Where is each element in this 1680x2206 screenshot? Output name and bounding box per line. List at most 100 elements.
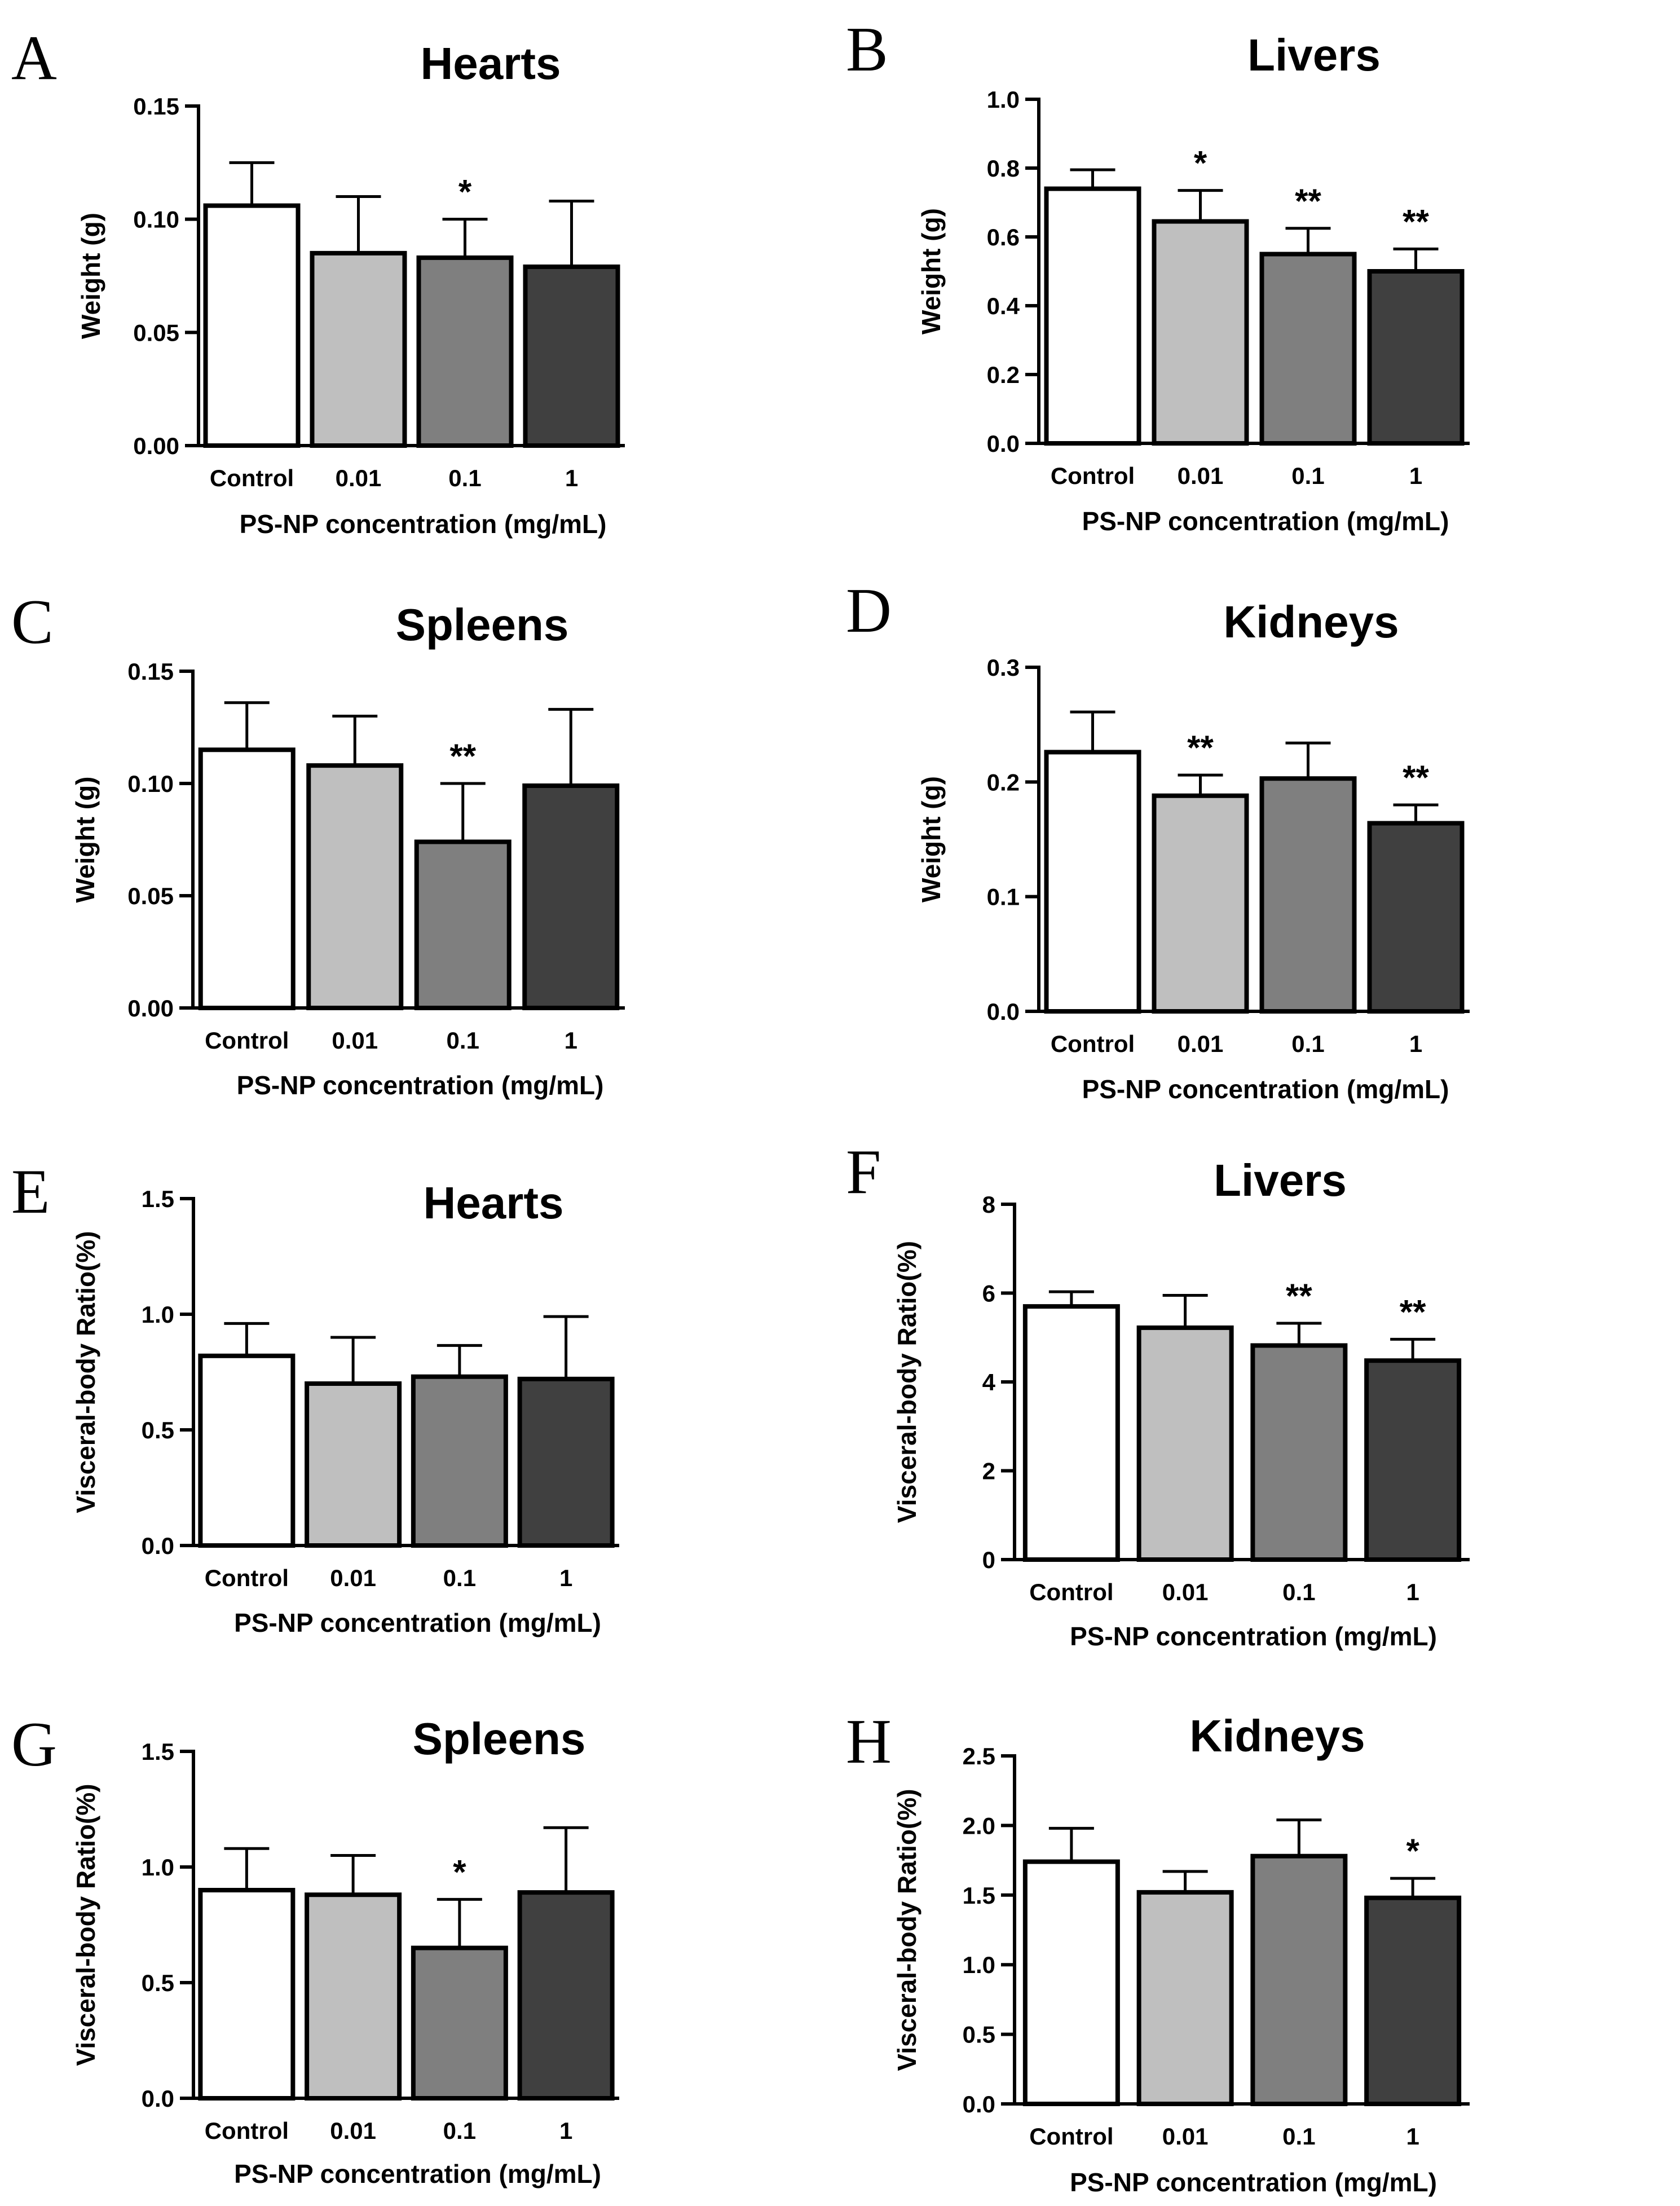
chart-title: Spleens (396, 600, 569, 650)
bar-0_1 (411, 1374, 508, 1548)
bar-0_01 (1152, 219, 1249, 446)
y-tick-label: 4 (982, 1369, 996, 1395)
y-tick-label: 0 (982, 1547, 995, 1573)
bar-0_1 (1259, 776, 1357, 1014)
panel-letter: C (11, 587, 54, 657)
y-tick-label: 0.0 (142, 2085, 174, 2112)
x-tick-label: Control (1029, 2123, 1113, 2150)
chart-panel-a: A Hearts 0.00 0.05 0.10 0.15 Weight (g) Control… (11, 23, 625, 539)
chart-title: Kidneys (1189, 1711, 1365, 1761)
significance-label: ** (1286, 1277, 1312, 1315)
bar-0_1 (1259, 252, 1357, 446)
bar-0_01 (1136, 1890, 1234, 2106)
chart-title: Kidneys (1223, 597, 1399, 647)
y-axis-label: Weight (g) (76, 213, 105, 339)
y-tick-label: 1.0 (987, 86, 1020, 113)
chart-panel-e: E Hearts 0.0 0.5 1.0 1.5 Visceral-body Ratio(%… (11, 1157, 619, 1637)
bar-control (198, 1888, 296, 2101)
y-tick-label: 0.00 (127, 995, 174, 1021)
bar-1 (1364, 1358, 1462, 1562)
bar-1 (517, 1890, 615, 2101)
bar-0_1 (411, 1945, 508, 2101)
x-tick-label: 0.1 (448, 465, 481, 491)
y-tick-label: 0.3 (987, 654, 1020, 681)
y-tick-label: 0.5 (142, 1417, 174, 1443)
x-tick-label: 1 (565, 465, 578, 491)
x-axis-label: PS-NP concentration (mg/mL) (1082, 507, 1449, 536)
y-tick-label: 0.15 (127, 658, 174, 685)
chart-panel-b: B Livers 0.0 0.2 0.4 0.6 0.8 1.0 Weight (g) Contr… (846, 15, 1470, 536)
y-tick-label: 1.5 (142, 1738, 174, 1765)
x-tick-label: 1 (1409, 463, 1422, 489)
panel-letter: F (846, 1137, 881, 1207)
bar-control (198, 747, 296, 1011)
panel-letter: D (846, 576, 892, 646)
y-tick-label: 0.0 (987, 430, 1020, 457)
x-axis-label: PS-NP concentration (mg/mL) (240, 509, 607, 539)
chart-panel-g: G Spleens 0.0 0.5 1.0 1.5 Visceral-body Ratio(… (11, 1710, 619, 2189)
bar-0_01 (305, 1381, 402, 1548)
y-tick-label: 0.2 (987, 362, 1020, 388)
x-tick-label: Control (205, 2117, 289, 2144)
x-tick-label: 0.01 (1162, 2123, 1209, 2150)
y-tick-label: 0.15 (133, 93, 179, 120)
y-axis-label: Weight (g) (916, 208, 946, 334)
bar-control (203, 203, 301, 448)
x-tick-label: Control (205, 1565, 289, 1591)
bar-0_01 (1136, 1325, 1234, 1562)
significance-label: ** (449, 737, 476, 775)
y-tick-label: 1.5 (142, 1186, 174, 1212)
y-tick-label: 1.0 (963, 1952, 995, 1978)
chart-panel-f: F Livers 0 2 4 6 8 Visceral-body Ratio(%) Contro… (846, 1137, 1470, 1651)
x-tick-label: 0.1 (1291, 1031, 1324, 1057)
x-tick-label: 0.01 (1162, 1579, 1209, 1605)
y-tick-label: 2.0 (963, 1812, 995, 1839)
significance-label: * (1406, 1832, 1419, 1870)
y-tick-label: 0.05 (133, 319, 179, 346)
significance-label: * (458, 173, 472, 211)
x-axis-label: PS-NP concentration (mg/mL) (237, 1071, 604, 1100)
y-axis-label: Visceral-body Ratio(%) (892, 1241, 921, 1523)
bar-0_01 (305, 1892, 402, 2101)
chart-title: Hearts (420, 38, 561, 89)
y-tick-label: 0.1 (987, 884, 1020, 910)
chart-title: Livers (1247, 30, 1381, 80)
y-tick-label: 6 (982, 1280, 995, 1307)
panel-letter: E (11, 1157, 50, 1227)
significance-label: ** (1400, 1293, 1426, 1331)
chart-title: Spleens (413, 1714, 586, 1764)
y-tick-label: 0.05 (127, 883, 174, 909)
y-tick-label: 0.0 (142, 1533, 174, 1559)
x-tick-label: 0.01 (1178, 1031, 1224, 1057)
chart-title: Livers (1214, 1155, 1347, 1205)
significance-label: ** (1403, 759, 1429, 796)
x-axis-label: PS-NP concentration (mg/mL) (234, 2159, 601, 2189)
chart-panel-d: D Kidneys 0.0 0.1 0.2 0.3 Weight (g) Control 0.0… (846, 576, 1470, 1104)
panel-letter: A (11, 23, 57, 93)
x-tick-label: 0.1 (1282, 2123, 1315, 2150)
x-tick-label: 0.01 (336, 465, 382, 491)
bar-0_1 (1250, 1853, 1348, 2107)
bar-1 (1364, 1895, 1462, 2107)
bar-control (1044, 750, 1141, 1014)
significance-label: ** (1295, 182, 1321, 220)
x-tick-label: Control (1029, 1579, 1113, 1605)
bar-1 (517, 1376, 615, 1548)
y-tick-label: 0.8 (987, 155, 1020, 182)
x-tick-label: 1 (1406, 1579, 1419, 1605)
y-tick-label: 0.6 (987, 224, 1020, 250)
y-tick-label: 1.0 (142, 1854, 174, 1881)
bar-0_1 (416, 255, 514, 448)
bar-control (1022, 1859, 1120, 2107)
significance-label: * (1194, 144, 1207, 182)
chart-panel-h: H Kidneys 0.0 0.5 1.0 1.5 2.0 2.5 Visceral-body … (846, 1707, 1470, 2197)
x-axis-label: PS-NP concentration (mg/mL) (1070, 2168, 1437, 2197)
bar-control (1044, 186, 1141, 446)
y-tick-label: 2.5 (963, 1743, 995, 1769)
x-tick-label: 0.01 (332, 1027, 378, 1054)
y-axis-label: Visceral-body Ratio(%) (71, 1231, 100, 1513)
bar-0_01 (306, 763, 404, 1011)
x-axis-label: PS-NP concentration (mg/mL) (1082, 1075, 1449, 1104)
bar-0_01 (310, 250, 407, 448)
